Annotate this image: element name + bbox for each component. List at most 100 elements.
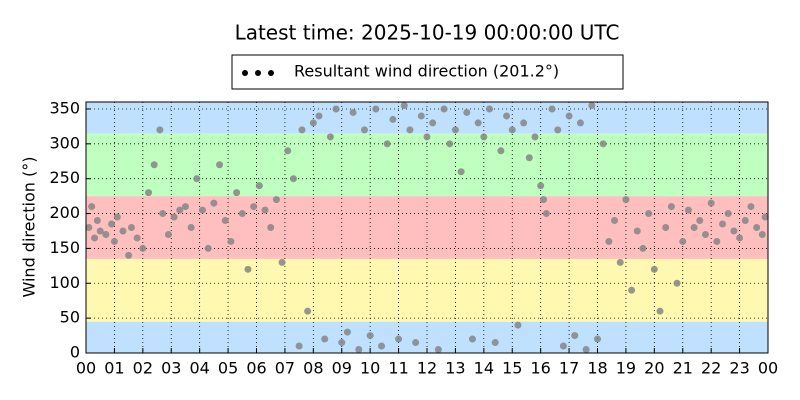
point (389, 115, 397, 123)
point (713, 237, 721, 245)
point (753, 224, 761, 231)
point (295, 342, 303, 350)
point (761, 213, 769, 221)
point (187, 224, 195, 231)
point (480, 133, 488, 141)
x-tick-label: 03 (161, 359, 181, 378)
point (736, 234, 744, 242)
point (278, 258, 286, 266)
point (227, 237, 235, 245)
y-tick-label: 250 (49, 168, 80, 187)
point (434, 346, 442, 354)
point (267, 224, 275, 231)
legend-label: Resultant wind direction (201.2°) (294, 62, 559, 81)
point (315, 112, 323, 120)
x-tick-label: 05 (218, 359, 238, 378)
point (338, 339, 346, 347)
point (417, 112, 425, 120)
point (349, 108, 357, 116)
y-axis-label: Wind direction (°) (20, 157, 39, 298)
point (514, 321, 522, 329)
point (91, 234, 99, 242)
point (145, 189, 153, 197)
point (468, 335, 476, 343)
point (238, 210, 246, 218)
point (255, 182, 263, 190)
point (321, 335, 329, 343)
y-tick-label: 300 (49, 133, 80, 152)
point (588, 101, 596, 109)
point (707, 199, 715, 207)
point (233, 189, 241, 197)
point (701, 230, 709, 238)
point (599, 140, 607, 148)
y-tick-label: 50 (60, 308, 80, 327)
x-tick-label: 23 (729, 359, 749, 378)
point (360, 126, 368, 134)
point (85, 224, 93, 231)
point (594, 335, 601, 343)
point (486, 105, 494, 113)
x-tick-label: 21 (673, 359, 693, 378)
x-tick-label: 02 (133, 359, 153, 378)
point (244, 265, 252, 273)
point (639, 244, 647, 252)
point (542, 210, 550, 218)
point (199, 206, 207, 214)
x-tick-label: 18 (587, 359, 607, 378)
point (645, 210, 653, 218)
x-tick-label: 19 (616, 359, 636, 378)
point (156, 126, 164, 134)
point (250, 203, 258, 211)
x-tick-label: 06 (246, 359, 266, 378)
point (119, 227, 127, 235)
x-tick-label: 09 (332, 359, 352, 378)
legend-marker (242, 70, 274, 76)
point (88, 203, 96, 211)
x-tick-label: 15 (502, 359, 522, 378)
point (395, 335, 403, 343)
point (125, 251, 133, 259)
x-tick-label: 14 (474, 359, 494, 378)
point (628, 286, 636, 294)
point (272, 196, 280, 204)
point (503, 112, 511, 120)
point (298, 126, 306, 134)
point (150, 161, 158, 169)
point (662, 224, 670, 231)
point (93, 217, 101, 225)
point (139, 244, 147, 252)
point (326, 133, 334, 141)
point (181, 203, 189, 211)
point (457, 168, 465, 176)
point (611, 217, 619, 225)
point (170, 213, 178, 221)
x-tick-label: 13 (445, 359, 465, 378)
point (289, 175, 297, 183)
point (582, 346, 590, 354)
point (537, 182, 545, 190)
point (429, 119, 437, 127)
y-tick-label: 200 (49, 203, 80, 222)
point (343, 328, 351, 336)
point (355, 346, 363, 354)
point (758, 230, 766, 238)
point (525, 154, 533, 162)
point (605, 237, 613, 245)
point (127, 224, 135, 231)
plot-frame (85, 101, 769, 354)
point (684, 206, 692, 214)
point (332, 105, 340, 113)
point (261, 206, 269, 214)
point (548, 105, 556, 113)
point (508, 126, 516, 134)
x-tick-label: 00 (76, 359, 96, 378)
point (110, 237, 118, 245)
point (622, 196, 630, 204)
legend (231, 54, 624, 90)
x-tick-label: 20 (644, 359, 664, 378)
point (451, 126, 459, 134)
point (193, 175, 201, 183)
point (730, 227, 738, 235)
